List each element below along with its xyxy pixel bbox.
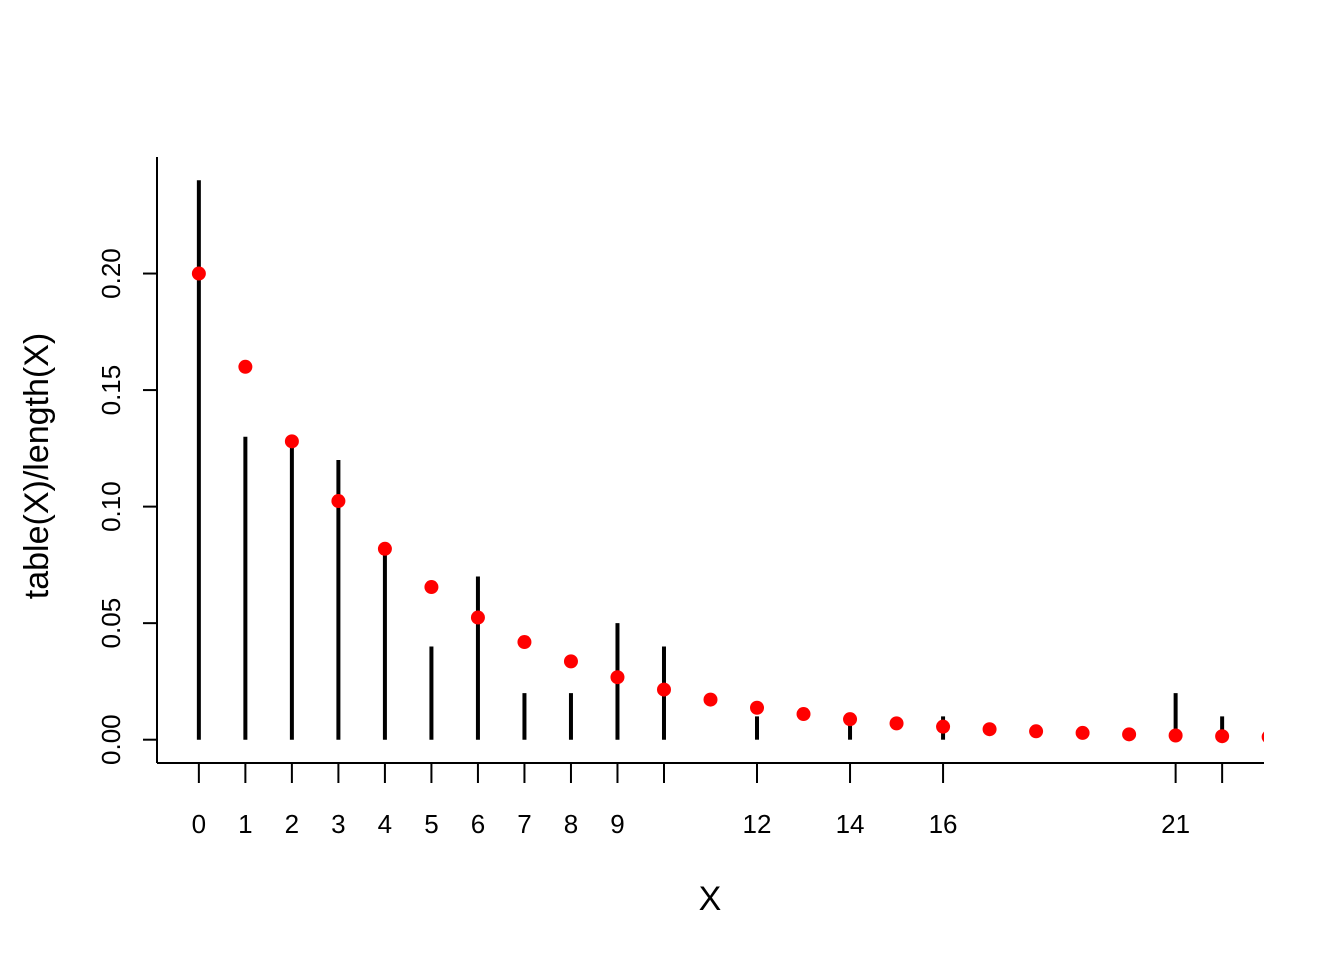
data-point bbox=[796, 707, 811, 722]
axes: 0.000.050.100.150.200 1 2 3 4 5 6 7 8 9 12 14 16 21 bbox=[96, 157, 1264, 839]
data-point bbox=[1029, 724, 1044, 739]
x-tick-label: 3 bbox=[331, 809, 345, 839]
x-tick-label: 16 bbox=[929, 809, 958, 839]
data-point bbox=[1261, 731, 1264, 743]
data-point bbox=[191, 266, 206, 281]
y-axis-title: table(X)/length(X) bbox=[18, 333, 56, 599]
x-tick-label: 5 bbox=[424, 809, 438, 839]
x-tick-label: 8 bbox=[564, 809, 578, 839]
data-point bbox=[238, 359, 253, 374]
y-tick-label: 0.20 bbox=[96, 248, 126, 299]
data-point bbox=[656, 682, 671, 697]
data-point bbox=[936, 719, 951, 734]
x-tick-label: 21 bbox=[1161, 809, 1190, 839]
data-point bbox=[843, 712, 858, 727]
x-tick-label: 6 bbox=[471, 809, 485, 839]
data-point bbox=[889, 716, 904, 731]
data-point bbox=[1075, 725, 1090, 740]
x-tick-label: 4 bbox=[378, 809, 392, 839]
x-axis-title: X bbox=[699, 880, 722, 918]
x-tick-label: 2 bbox=[285, 809, 299, 839]
y-tick-label: 0.10 bbox=[96, 481, 126, 532]
x-tick-label: 7 bbox=[517, 809, 531, 839]
data-point bbox=[982, 722, 997, 737]
y-tick-label: 0.05 bbox=[96, 598, 126, 649]
data-point bbox=[377, 541, 392, 556]
data-point bbox=[1122, 727, 1137, 742]
x-tick-label: 9 bbox=[610, 809, 624, 839]
data-point bbox=[750, 700, 765, 715]
y-tick-label: 0.00 bbox=[96, 714, 126, 765]
data-point bbox=[563, 654, 578, 669]
data-point bbox=[470, 610, 485, 625]
data-point bbox=[424, 580, 439, 595]
data-point bbox=[331, 494, 346, 509]
y-tick-label: 0.15 bbox=[96, 365, 126, 416]
data-point bbox=[1168, 728, 1183, 743]
x-tick-label: 12 bbox=[743, 809, 772, 839]
x-tick-label: 1 bbox=[238, 809, 252, 839]
data-point bbox=[284, 434, 299, 449]
x-tick-label: 14 bbox=[836, 809, 865, 839]
x-tick-label: 0 bbox=[192, 809, 206, 839]
data-point bbox=[1215, 729, 1230, 744]
data-point bbox=[517, 635, 532, 650]
data-point bbox=[610, 670, 625, 685]
plot-area bbox=[191, 180, 1264, 744]
data-point bbox=[703, 692, 718, 707]
